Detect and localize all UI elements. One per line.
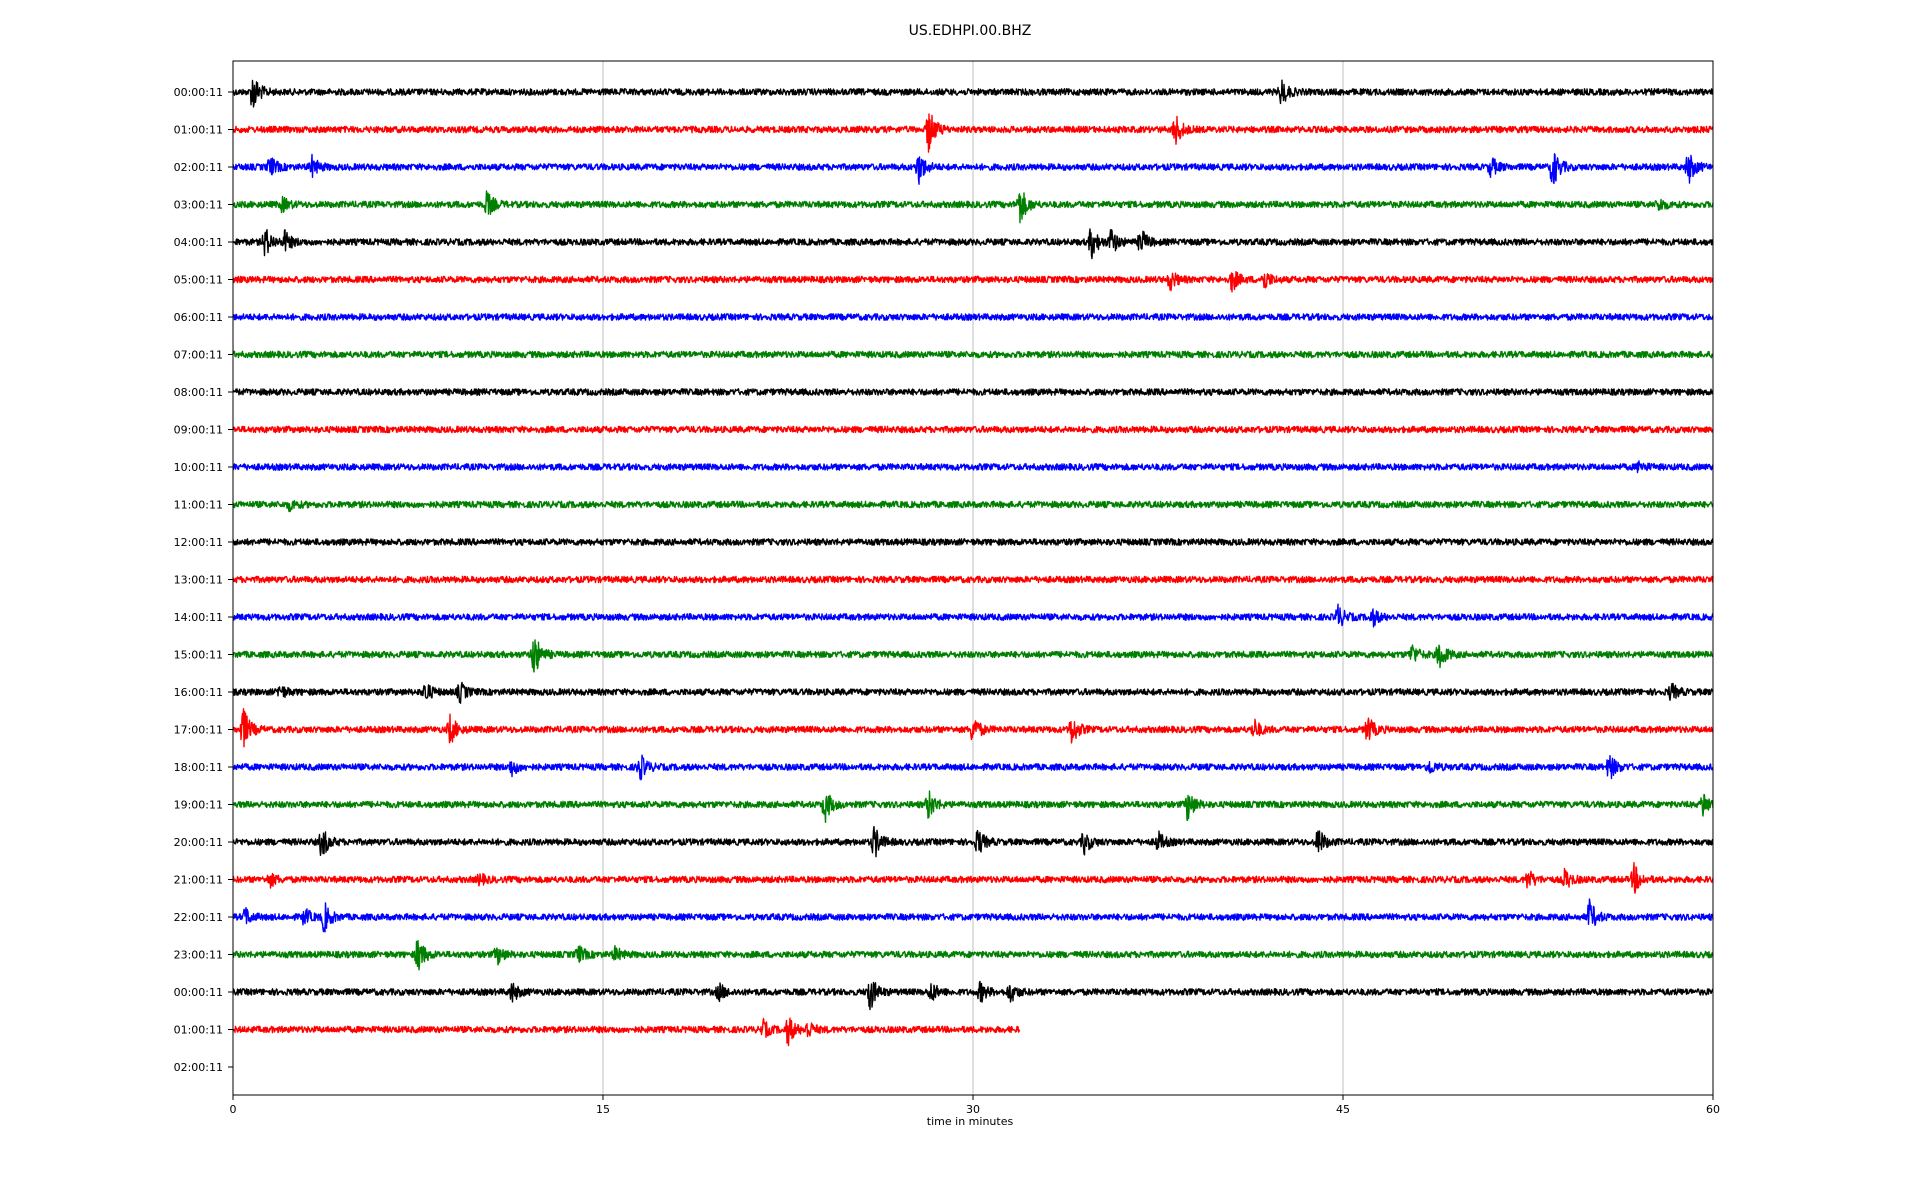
seismic-trace — [232, 1017, 1021, 1047]
seismic-trace — [232, 190, 1714, 224]
seismic-trace — [232, 898, 1714, 933]
seismic-trace — [232, 980, 1714, 1011]
row-time-label: 20:00:11 — [174, 836, 223, 849]
seismic-trace — [232, 425, 1714, 434]
row-time-label: 12:00:11 — [174, 536, 223, 549]
row-time-label: 21:00:11 — [174, 874, 223, 887]
row-time-labels: 00:00:11 01:00:11 02:00:11 03:00:11 04:00:11… — [174, 86, 233, 1074]
row-time-label: 13:00:11 — [174, 574, 223, 587]
row-time-label: 23:00:11 — [174, 949, 223, 962]
seismic-trace — [232, 639, 1714, 673]
row-time-label: 17:00:11 — [174, 724, 223, 737]
row-time-label: 16:00:11 — [174, 686, 223, 699]
seismic-trace — [232, 825, 1714, 858]
row-time-label: 10:00:11 — [174, 461, 223, 474]
row-time-label: 06:00:11 — [174, 311, 223, 324]
seismic-trace — [232, 940, 1714, 971]
row-time-label: 14:00:11 — [174, 611, 223, 624]
row-time-label: 01:00:11 — [174, 1024, 223, 1037]
row-time-label: 08:00:11 — [174, 386, 223, 399]
seismic-trace — [232, 603, 1714, 628]
row-time-label: 00:00:11 — [174, 986, 223, 999]
row-time-label: 03:00:11 — [174, 199, 223, 212]
x-axis-label: time in minutes — [927, 1115, 1014, 1128]
seismic-trace — [232, 113, 1714, 153]
row-time-label: 18:00:11 — [174, 761, 223, 774]
row-time-label: 00:00:11 — [174, 86, 223, 99]
seismic-trace — [232, 79, 1714, 108]
seismic-trace — [232, 153, 1714, 185]
x-tick-label: 0 — [230, 1103, 237, 1116]
row-time-label: 09:00:11 — [174, 424, 223, 437]
seismic-trace — [232, 681, 1714, 704]
seismic-trace — [232, 790, 1714, 823]
seismic-trace — [232, 228, 1714, 260]
row-time-label: 01:00:11 — [174, 124, 223, 137]
seismic-traces — [232, 79, 1714, 1047]
seismic-trace — [232, 388, 1714, 396]
row-time-label: 04:00:11 — [174, 236, 223, 249]
seismic-trace — [232, 271, 1714, 293]
row-time-label: 07:00:11 — [174, 349, 223, 362]
row-time-label: 02:00:11 — [174, 161, 223, 174]
seismic-trace — [232, 313, 1714, 321]
seismic-trace — [232, 862, 1714, 894]
seismic-trace — [232, 538, 1714, 546]
seismic-trace — [232, 500, 1714, 513]
plot-frame — [232, 60, 1714, 1096]
seismic-trace — [232, 350, 1714, 359]
x-tick-label: 60 — [1706, 1103, 1720, 1116]
x-tick-label: 30 — [966, 1103, 980, 1116]
row-time-label: 05:00:11 — [174, 274, 223, 287]
x-tick-label: 15 — [596, 1103, 610, 1116]
seismic-trace — [232, 708, 1714, 748]
seismic-trace — [232, 754, 1714, 781]
x-tick-label: 45 — [1336, 1103, 1350, 1116]
row-time-label: 19:00:11 — [174, 799, 223, 812]
row-time-label: 11:00:11 — [174, 499, 223, 512]
row-time-label: 15:00:11 — [174, 649, 223, 662]
row-time-label: 02:00:11 — [174, 1061, 223, 1074]
chart-title: US.EDHPI.00.BHZ — [909, 23, 1032, 39]
seismic-trace — [232, 575, 1714, 584]
row-time-label: 22:00:11 — [174, 911, 223, 924]
seismic-trace — [232, 460, 1714, 474]
x-axis-ticks: 0 15 30 45 60 — [230, 1095, 1720, 1116]
